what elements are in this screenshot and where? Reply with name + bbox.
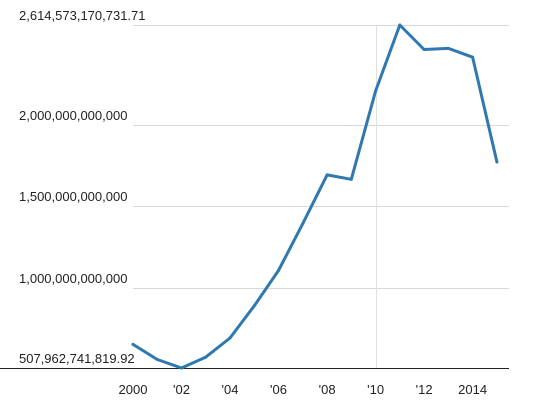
x-tick-label: '10 <box>367 382 384 397</box>
data-point <box>155 358 159 361</box>
data-point <box>398 23 402 27</box>
y-tick-label: 507,962,741,819.92 <box>19 351 135 366</box>
y-tick-label: 1,000,000,000,000 <box>19 271 127 286</box>
data-point <box>325 173 329 177</box>
x-tick-label: 2000 <box>119 382 148 397</box>
data-point <box>131 342 135 346</box>
data-point <box>471 55 475 59</box>
data-point <box>277 269 280 272</box>
x-tick-label: '04 <box>222 382 239 397</box>
x-tick-label: '06 <box>270 382 287 397</box>
x-tick-label: 2014 <box>458 382 487 397</box>
data-point <box>495 160 499 164</box>
data-point <box>349 177 353 181</box>
series-group <box>131 23 499 370</box>
y-tick-label: 2,000,000,000,000 <box>19 108 127 123</box>
data-point <box>252 304 256 308</box>
data-point <box>301 222 305 226</box>
x-tick-label: '08 <box>319 382 336 397</box>
x-tick-label: '02 <box>173 382 190 397</box>
y-tick-label: 2,614,573,170,731.71 <box>19 8 146 23</box>
data-point <box>422 48 426 51</box>
data-point <box>204 355 208 359</box>
data-point <box>446 46 450 50</box>
gridlines <box>0 25 509 369</box>
x-axis-tick-labels: 2000 '02 '04 '06 '08 '10 '12 2014 <box>119 382 488 397</box>
series-line <box>131 23 499 370</box>
y-tick-label: 1,500,000,000,000 <box>19 189 127 204</box>
data-point <box>228 336 232 340</box>
x-tick-label: '12 <box>416 382 433 397</box>
data-point <box>180 366 183 370</box>
data-point <box>374 89 378 93</box>
y-axis-tick-labels: 2,614,573,170,731.71 2,000,000,000,000 1,5… <box>19 8 146 366</box>
